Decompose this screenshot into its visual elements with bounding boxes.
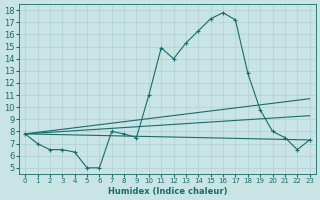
X-axis label: Humidex (Indice chaleur): Humidex (Indice chaleur)	[108, 187, 227, 196]
